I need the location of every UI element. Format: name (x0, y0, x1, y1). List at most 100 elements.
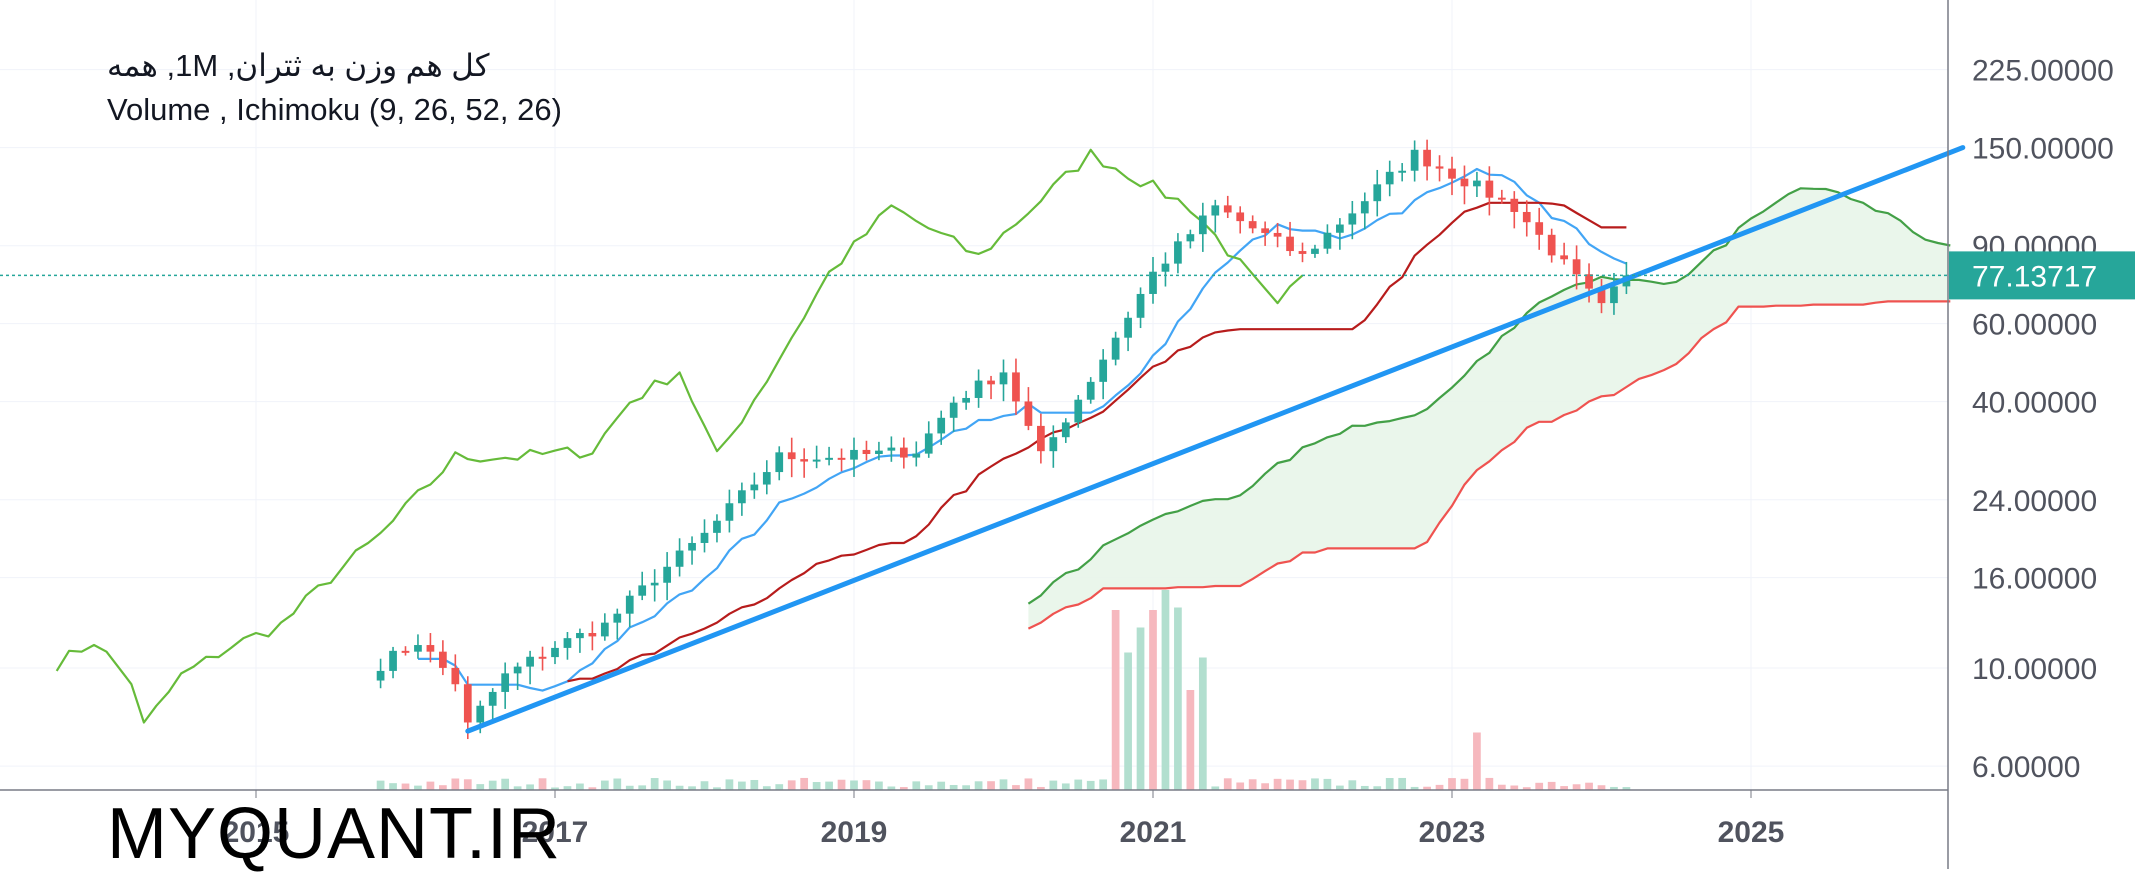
last-price-badge (1949, 251, 2135, 300)
candle-body (800, 459, 809, 462)
volume-bar (488, 780, 497, 790)
candle-body (588, 633, 597, 637)
trendline[interactable] (465, 145, 1966, 734)
candle-body (1149, 271, 1157, 294)
volume-bar (837, 779, 846, 790)
candle-body (1273, 232, 1282, 237)
volume-bar (1448, 778, 1456, 790)
volume-bar (1074, 779, 1083, 790)
candle-body (1448, 168, 1456, 179)
x-tick-label: 2017 (522, 816, 589, 849)
candle-body (476, 705, 485, 723)
volume-bar (576, 783, 584, 790)
volume-bar (800, 777, 809, 790)
kijun-line (567, 201, 1627, 683)
candle-body (887, 447, 896, 451)
volume-bar (899, 787, 908, 790)
volume-bar (1111, 610, 1120, 790)
senkou-span-a (1027, 187, 1951, 605)
candle-body (451, 667, 460, 685)
volume-bar (675, 785, 684, 790)
volume-bars (376, 590, 1631, 790)
volume-bar (1211, 786, 1220, 790)
candle-body (1348, 213, 1357, 225)
volume-bar (1236, 782, 1245, 790)
volume-bar (1510, 785, 1519, 790)
candle-body (1174, 241, 1182, 264)
volume-bar (1012, 785, 1020, 790)
candle-body (513, 666, 522, 674)
volume-bar (476, 784, 485, 790)
volume-bar (588, 787, 597, 790)
volume-bar (1585, 782, 1593, 790)
candle-body (650, 582, 659, 586)
volume-bar (762, 786, 771, 790)
volume-bar (887, 786, 896, 790)
candle-body (376, 670, 385, 681)
volume-bar (738, 781, 746, 790)
candle-body (738, 490, 746, 504)
candle-body (389, 650, 397, 671)
volume-bar (600, 780, 609, 790)
candle-body (1024, 401, 1033, 426)
cloud-area (1028, 188, 1951, 629)
candle-body (837, 457, 846, 460)
volume-bar (1099, 779, 1108, 790)
y-tick-label: 40.00000 (1972, 387, 2097, 420)
volume-bar (1497, 784, 1506, 790)
volume-bar (513, 786, 522, 790)
candle-body (1099, 359, 1108, 382)
volume-bar (426, 781, 435, 790)
volume-bar (787, 780, 796, 790)
x-tick-label: 2019 (821, 816, 888, 849)
volume-bar (862, 780, 871, 790)
candle-body (875, 450, 883, 455)
volume-bar (1037, 786, 1045, 790)
candle-body (713, 520, 721, 533)
trendline-layer[interactable] (465, 145, 1966, 734)
volume-bar (563, 786, 572, 790)
candle-body (787, 452, 796, 460)
volume-bar (613, 778, 622, 790)
candle-body (1460, 178, 1469, 187)
volume-bar (1024, 778, 1033, 790)
candle-body (426, 645, 435, 652)
candle-body (1074, 399, 1083, 423)
volume-bar (1398, 777, 1407, 790)
candle-body (488, 691, 497, 706)
candle-body (1037, 425, 1045, 452)
candle-body (750, 484, 759, 491)
volume-bar (1149, 610, 1157, 790)
volume-bar (713, 787, 721, 790)
candle-body (501, 673, 510, 692)
volume-bar (1124, 652, 1132, 790)
legend-symbol-title: کل هم وزن به ثتران, 1M, همه (107, 48, 490, 83)
volume-bar (775, 784, 784, 790)
x-tick-label: 2023 (1419, 816, 1486, 849)
volume-bar (937, 781, 946, 790)
candle-body (1435, 166, 1444, 169)
candle-body (1535, 222, 1544, 235)
volume-bar (962, 785, 970, 790)
volume-bar (1610, 786, 1618, 790)
candle-body (1410, 149, 1419, 171)
candle-body (949, 402, 958, 418)
chart-legend: کل هم وزن به ثتران, 1M, همه Volume , Ich… (107, 44, 562, 132)
candle-body (625, 595, 634, 614)
y-tick-label: 150.00000 (1972, 133, 2114, 166)
volume-bar (1049, 780, 1058, 790)
senkou-span-b (1027, 300, 1951, 630)
candle-body (850, 449, 858, 460)
volume-bar (999, 779, 1008, 790)
candle-body (999, 372, 1008, 385)
volume-bar (663, 780, 671, 790)
candle-body (1522, 211, 1531, 223)
candle-body (1585, 274, 1593, 289)
candle-body (563, 638, 572, 648)
candle-body (1423, 149, 1431, 167)
volume-bar (850, 780, 858, 790)
candle-body (1547, 234, 1556, 256)
volume-bar (1622, 787, 1631, 790)
volume-bar (987, 781, 995, 790)
